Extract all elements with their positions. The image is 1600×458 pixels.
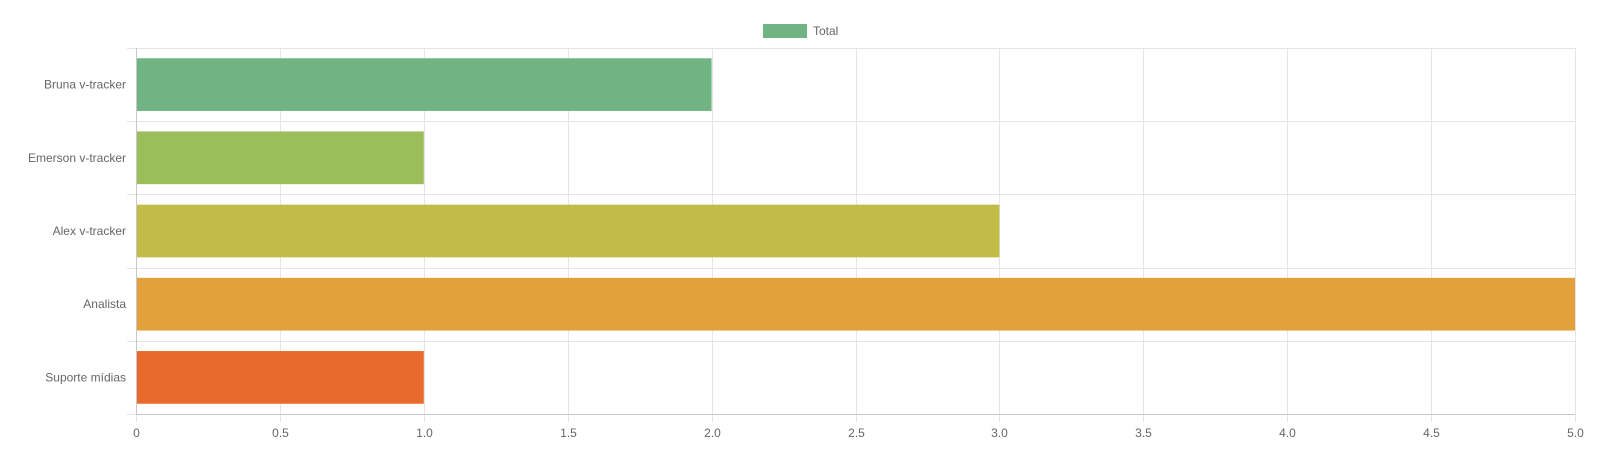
x-tick-label: 2.0 [704,426,721,440]
x-tick-label: 4.5 [1423,426,1440,440]
x-tick-label: 3.5 [1135,426,1152,440]
y-tick-label: Bruna v-tracker [44,78,126,92]
x-tick-label: 1.0 [416,426,433,440]
y-tick-label: Analista [83,297,126,311]
x-axis-labels: 0 0.5 1.0 1.5 2.0 2.5 3.0 3.5 4.0 4.5 5.0 [133,426,1584,440]
x-tick-label: 3.0 [991,426,1008,440]
y-tick-label: Emerson v-tracker [28,151,126,165]
x-tick-label: 4.0 [1279,426,1296,440]
axes [136,48,1575,415]
x-tick-label: 0.5 [272,426,289,440]
bar[interactable] [136,204,1000,258]
x-tick-label: 0 [133,426,140,440]
legend-label: Total [813,24,838,38]
legend-swatch [763,24,807,38]
x-tick-label: 1.5 [560,426,577,440]
y-tick-label: Alex v-tracker [53,224,126,238]
bar[interactable] [136,131,424,185]
bar[interactable] [136,277,1575,331]
x-tick-label: 5.0 [1567,426,1584,440]
bar[interactable] [136,351,424,404]
y-axis-labels: Bruna v-tracker Emerson v-tracker Alex v-t… [28,78,126,385]
x-tick-label: 2.5 [848,426,865,440]
bar[interactable] [136,58,712,111]
y-tick-label: Suporte mídias [45,370,126,384]
bars [136,58,1575,404]
legend[interactable]: Total [763,24,838,38]
